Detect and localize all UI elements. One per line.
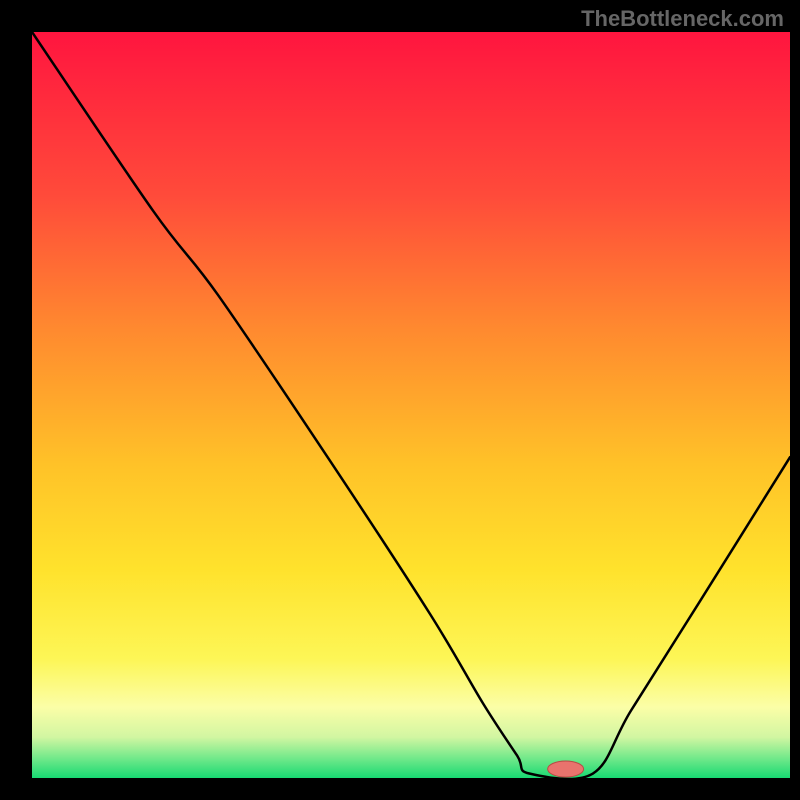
chart-svg: [32, 32, 790, 778]
chart-root: TheBottleneck.com: [0, 0, 800, 800]
background-gradient: [32, 32, 790, 778]
plot-area: [32, 32, 790, 778]
watermark-label: TheBottleneck.com: [581, 6, 784, 32]
optimal-marker: [548, 761, 584, 777]
